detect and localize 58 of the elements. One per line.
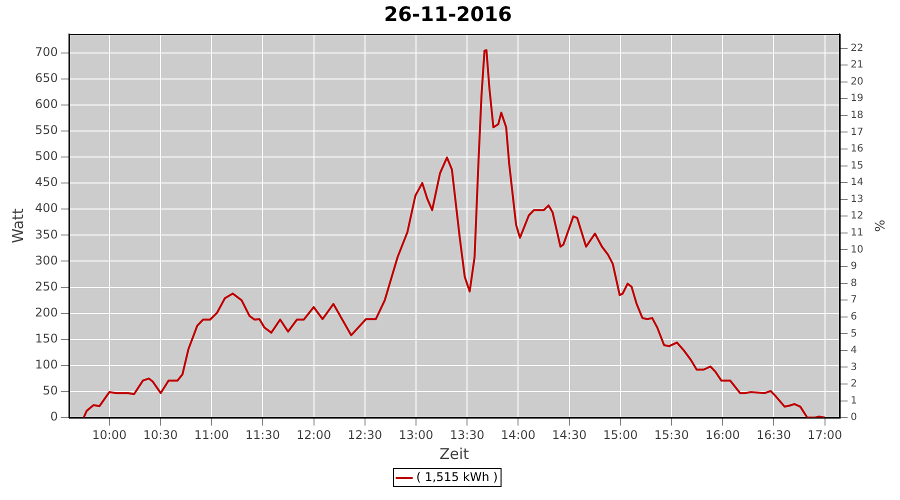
y2-tick-label: 13	[850, 194, 864, 205]
x-tick-label: 15:00	[603, 428, 638, 442]
y2-tick-label: 11	[850, 228, 864, 239]
y2-tick-label: 5	[850, 328, 858, 340]
y-tick-label: 350	[35, 227, 58, 242]
chart-title: 26-11-2016	[384, 2, 512, 26]
x-tick-label: 11:00	[194, 428, 229, 442]
x-tick-label: 16:00	[705, 428, 740, 442]
x-tick-label: 11:30	[245, 428, 280, 442]
y2-tick-label: 16	[850, 144, 864, 155]
y2-tick-label: 8	[850, 278, 858, 289]
x-tick-label: 14:00	[500, 428, 536, 442]
y2-tick-label: 4	[850, 345, 858, 356]
y2-tick-label: 20	[850, 76, 864, 88]
y-tick-label: 400	[35, 201, 58, 216]
y-tick-label: 450	[35, 175, 58, 190]
y2-tick-label: 18	[850, 110, 864, 122]
y2-tick-label: 6	[850, 311, 858, 322]
y2-tick-label: 19	[850, 93, 864, 104]
x-tick-label: 10:30	[143, 428, 178, 442]
y2-tick-label: 22	[850, 42, 864, 54]
x-tick-label: 12:30	[348, 428, 382, 442]
y2-tick-label: 17	[850, 126, 864, 138]
legend-label: ( 1,515 kWh )	[416, 470, 498, 484]
y2-tick-label: 14	[850, 177, 864, 188]
y2-tick-label: 15	[850, 160, 864, 172]
x-tick-label: 14:30	[552, 428, 587, 442]
y-tick-label: 300	[35, 253, 58, 268]
y2-tick-label: 21	[850, 60, 864, 71]
x-tick-label: 17:00	[808, 428, 842, 442]
y2-tick-label: 10	[850, 244, 864, 256]
y-tick-label: 550	[35, 123, 58, 138]
y-tick-label: 100	[35, 358, 58, 372]
x-tick-label: 16:30	[756, 428, 792, 442]
y2-tick-label: 7	[850, 294, 858, 306]
y2-tick-label: 3	[850, 362, 858, 373]
x-tick-label: 10:00	[92, 428, 127, 442]
y2-tick-label: 12	[850, 210, 864, 222]
y-axis-title: Watt	[8, 208, 27, 244]
x-tick-label: 13:00	[398, 428, 434, 442]
x-tick-label: 13:30	[450, 428, 484, 442]
y-tick-label: 0	[50, 410, 58, 424]
y2-tick-label: 1	[850, 395, 858, 406]
y-tick-label: 50	[42, 384, 58, 398]
y-tick-label: 500	[35, 149, 58, 164]
x-tick-label: 12:00	[296, 428, 332, 442]
y-tick-label: 250	[35, 279, 58, 294]
y-tick-label: 650	[35, 70, 58, 85]
y-tick-label: 200	[35, 305, 58, 320]
y2-tick-label: 0	[850, 412, 858, 424]
y2-tick-label: 9	[850, 261, 858, 272]
y2-tick-label: 2	[850, 378, 858, 390]
y-tick-label: 600	[35, 97, 58, 112]
x-axis-title: Zeit	[440, 444, 470, 463]
y-tick-label: 700	[35, 44, 58, 59]
y-tick-label: 150	[35, 332, 58, 346]
y2-axis-title: %	[870, 220, 886, 232]
x-tick-label: 15:30	[654, 428, 689, 442]
